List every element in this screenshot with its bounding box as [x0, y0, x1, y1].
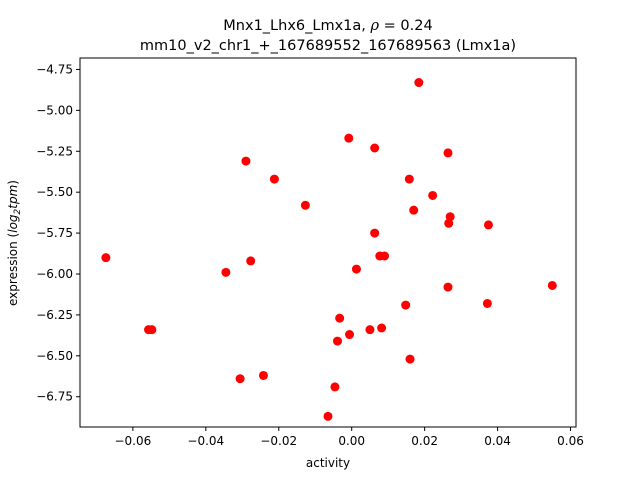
data-point-14: [370, 228, 380, 238]
data-point-12: [444, 218, 454, 228]
y-axis-label-sub: 2: [13, 208, 23, 214]
chart-title-line1: Mnx1_Lhx6_Lmx1a, ρ = 0.24: [223, 18, 432, 34]
data-point-18: [246, 256, 256, 266]
data-point-7: [404, 174, 414, 184]
x-tick-label-3: −0.02: [260, 434, 297, 448]
y-tick-label-9: −6.75: [36, 390, 73, 404]
data-point-1: [414, 78, 424, 88]
y-axis-label-suffix: ): [6, 180, 20, 185]
y-tick-label-3: −5.25: [36, 144, 73, 158]
data-point-8: [428, 190, 438, 200]
x-axis-ticks: −0.06 −0.04 −0.02 0.00 0.02 0.04 0.06: [114, 427, 584, 448]
data-point-5: [241, 156, 251, 166]
data-point-30: [345, 330, 355, 340]
data-point-15: [101, 253, 111, 263]
x-tick-label-4: 0.00: [338, 434, 365, 448]
x-tick-label-6: 0.04: [484, 434, 511, 448]
chart-title-rho-value: = 0.24: [379, 18, 433, 34]
chart-title-rho-symbol: ρ: [370, 18, 380, 34]
chart-title-line2: mm10_v2_chr1_+_167689552_167689563 (Lmx1…: [140, 38, 516, 54]
chart-title-name: Mnx1_Lhx6_Lmx1a,: [223, 18, 370, 34]
y-tick-label-1: −4.75: [36, 62, 73, 76]
data-point-27: [147, 325, 157, 335]
x-tick-label-7: 0.06: [557, 434, 584, 448]
data-point-22: [547, 280, 557, 290]
data-point-10: [409, 205, 419, 215]
data-point-4: [443, 148, 453, 158]
data-point-24: [401, 300, 411, 310]
y-tick-label-2: −5.00: [36, 103, 73, 117]
plot-area: [101, 78, 557, 421]
x-tick-label-1: −0.06: [114, 434, 151, 448]
y-axis-label-log: log: [6, 214, 20, 233]
data-point-13: [483, 220, 493, 230]
data-point-20: [221, 267, 231, 277]
x-tick-label-2: −0.04: [187, 434, 224, 448]
data-point-6: [269, 174, 279, 184]
data-point-9: [300, 200, 310, 210]
data-point-31: [332, 336, 342, 346]
data-point-34: [235, 374, 245, 384]
y-axis-label-prefix: expression (: [6, 233, 20, 306]
y-tick-label-7: −6.25: [36, 308, 73, 322]
data-point-33: [258, 370, 268, 380]
data-point-32: [405, 354, 415, 364]
data-point-21: [443, 282, 453, 292]
y-tick-label-5: −5.75: [36, 226, 73, 240]
data-point-3: [370, 143, 380, 153]
x-axis-label: activity: [306, 456, 350, 470]
data-point-2: [344, 133, 354, 143]
y-axis-label: expression (log2tpm): [6, 180, 23, 306]
y-axis-label-tpm: tpm: [6, 185, 20, 209]
y-tick-label-6: −6.00: [36, 267, 73, 281]
plot-frame: [79, 57, 577, 428]
data-point-35: [330, 382, 340, 392]
data-point-36: [323, 411, 333, 421]
data-point-29: [377, 323, 387, 333]
y-tick-label-8: −6.50: [36, 349, 73, 363]
x-tick-label-5: 0.02: [411, 434, 438, 448]
y-tick-label-4: −5.50: [36, 185, 73, 199]
y-axis-ticks: −4.75 −5.00 −5.25 −5.50 −5.75 −6.00 −6.25 −6.50…: [36, 62, 80, 404]
data-point-23: [482, 298, 492, 308]
data-point-19: [351, 264, 361, 274]
data-point-25: [335, 313, 345, 323]
data-point-28: [365, 325, 375, 335]
data-point-17: [380, 251, 390, 261]
